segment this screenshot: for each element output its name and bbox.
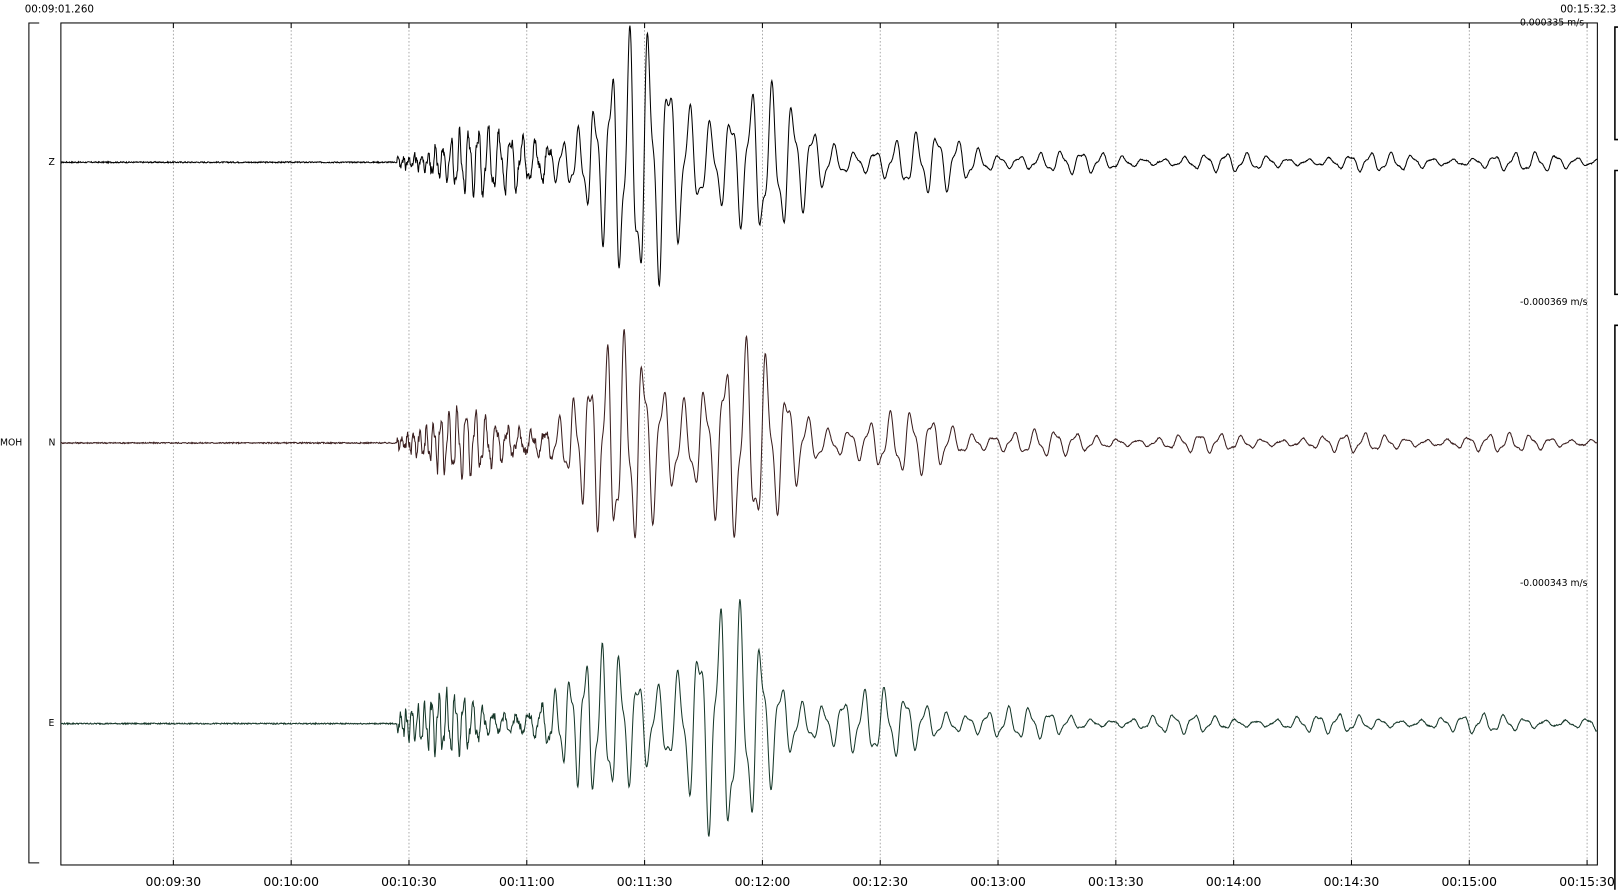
time-tick-label: 00:13:00 (970, 875, 1026, 889)
channel-label: N (48, 437, 55, 448)
time-tick-label: 00:15:30 (1559, 875, 1615, 889)
channel-brackets (1614, 26, 1618, 890)
waveform (60, 599, 1598, 837)
time-tick-label: 00:11:30 (617, 875, 673, 889)
time-tick-label: 00:14:00 (1206, 875, 1262, 889)
time-tick-label: 00:12:30 (852, 875, 908, 889)
amplitude-label: -0.000343 m/s (1520, 578, 1588, 589)
station-bracket (28, 22, 40, 864)
amplitude-label: 0.000335 m/s (1520, 17, 1584, 28)
plot-frame (60, 22, 1598, 866)
time-tick-label: 00:12:00 (735, 875, 791, 889)
time-tick-label: 00:14:30 (1324, 875, 1380, 889)
start-time: 00:09:01.260 (25, 4, 94, 16)
time-tick-label: 00:11:00 (499, 875, 555, 889)
waveform (60, 329, 1598, 539)
station-label: MOH (0, 437, 22, 448)
amplitude-label: -0.000369 m/s (1520, 297, 1588, 308)
channel-label: E (48, 718, 54, 729)
time-tick-label: 00:09:30 (146, 875, 202, 889)
end-time: 00:15:32.3 (1560, 4, 1616, 16)
time-tick-label: 00:15:00 (1441, 875, 1497, 889)
time-tick-label: 00:13:30 (1088, 875, 1144, 889)
time-tick-label: 00:10:30 (381, 875, 437, 889)
waveform (60, 25, 1598, 288)
channel-label: Z (48, 157, 54, 168)
time-tick-label: 00:10:00 (263, 875, 319, 889)
